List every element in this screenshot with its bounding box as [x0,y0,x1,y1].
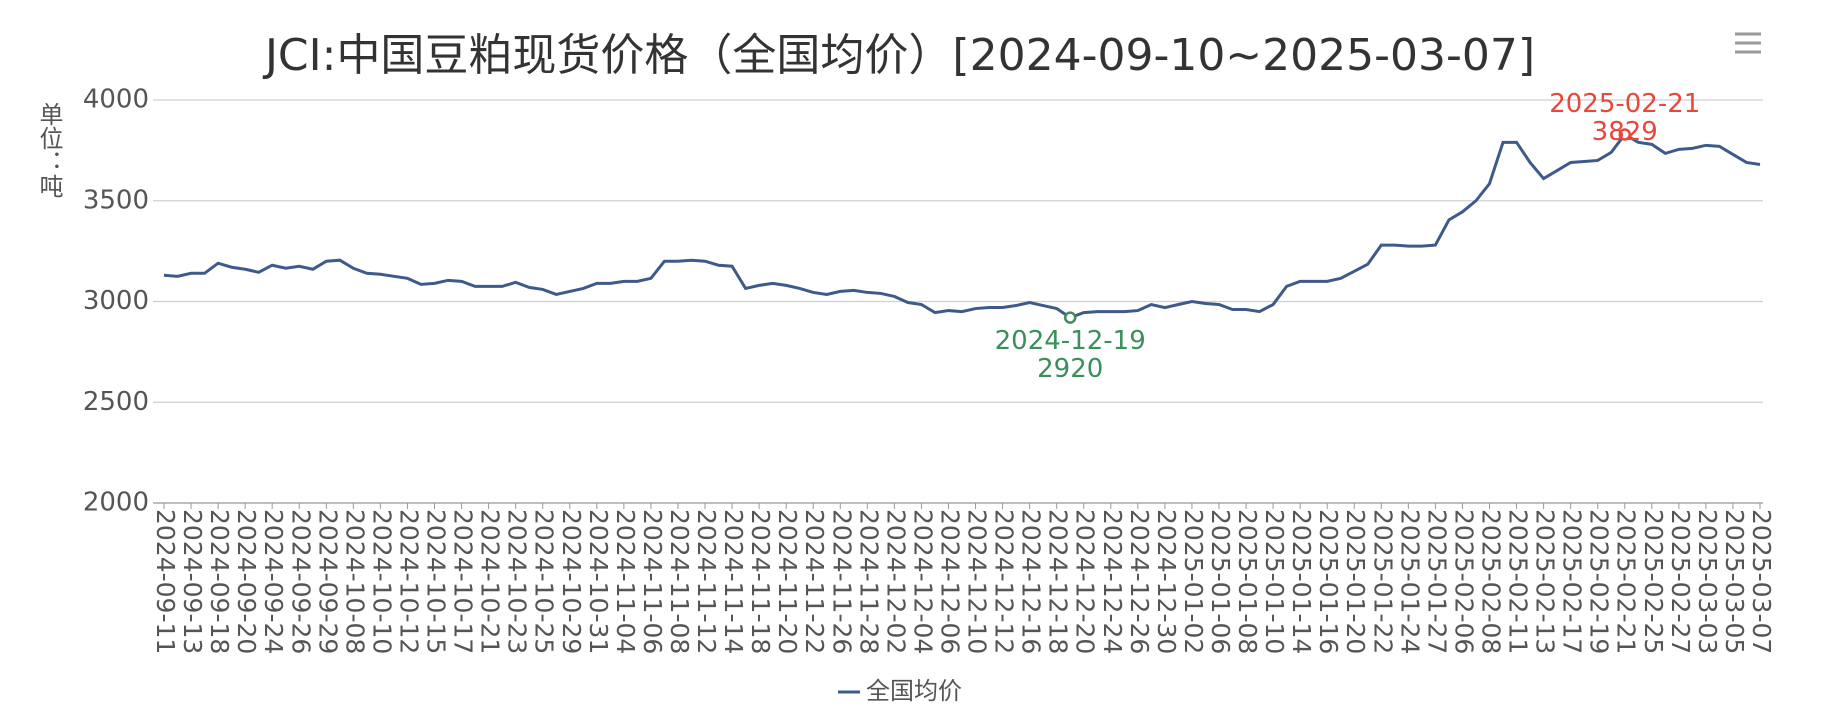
x-tick-label: 2024-10-08 [340,509,369,654]
x-tick-label: 2024-12-06 [935,509,964,654]
x-tick-label: 2025-01-02 [1179,509,1208,654]
x-tick-label: 2024-12-04 [908,509,937,654]
y-tick-label: 3000 [83,286,149,316]
x-tick-label: 2024-11-04 [611,509,640,654]
x-tick-label: 2024-11-14 [719,509,748,654]
x-tick-label: 2025-01-08 [1233,509,1262,654]
x-tick-label: 2024-10-10 [367,509,396,654]
x-tick-label: 2024-11-12 [692,509,721,654]
y-tick-label: 4000 [83,85,149,115]
x-tick-label: 2024-09-18 [205,509,234,654]
y-axis-label: 单位：吨 [35,102,63,198]
x-tick-label: 2024-11-08 [665,509,694,654]
x-tick-label: 2025-03-05 [1720,509,1749,654]
y-tick-label: 2000 [83,488,149,518]
x-tick-label: 2024-09-20 [232,509,261,654]
x-tick-label: 2024-11-06 [638,509,667,654]
x-tick-label: 2025-02-21 [1612,509,1641,654]
annotation-value: 3829 [1592,117,1658,147]
x-tick-label: 2024-10-17 [449,509,478,654]
x-tick-label: 2024-12-20 [1071,509,1100,654]
x-tick-label: 2025-01-06 [1206,509,1235,654]
x-tick-label: 2024-12-02 [881,509,910,654]
line-series [163,132,1761,320]
x-tick-label: 2024-10-31 [584,509,613,654]
x-tick-label: 2025-01-22 [1368,509,1397,654]
x-tick-label: 2024-12-16 [1017,509,1046,654]
menu-icon[interactable] [1735,32,1761,54]
x-tick-label: 2025-02-27 [1666,509,1695,654]
x-tick-label: 2024-11-26 [827,509,856,654]
x-tick-label: 2024-10-12 [394,509,423,654]
x-tick-label: 2025-01-10 [1260,509,1289,654]
x-tick-label: 2024-10-15 [422,509,451,654]
x-tick-label: 2024-11-22 [800,509,829,654]
chart-title: JCI:中国豆粕现货价格（全国均价）[2024-09-10~2025-03-07… [262,30,1535,81]
x-tick-label: 2024-12-30 [1152,509,1181,654]
annotation-marker [1618,128,1631,141]
x-tick-label: 2025-02-13 [1531,509,1560,654]
x-tick-label: 2025-01-24 [1395,509,1424,654]
annotation-date: 2025-02-21 [1549,89,1700,119]
x-tick-label: 2025-03-03 [1693,509,1722,654]
legend-label: 全国均价 [866,677,962,705]
x-tick-label: 2025-02-25 [1639,509,1668,654]
x-tick-label: 2025-02-17 [1558,509,1587,654]
annotation-marker [1063,311,1077,324]
annotation-date: 2024-12-19 [995,326,1146,356]
x-tick-label: 2024-09-29 [313,509,342,654]
x-tick-label: 2025-01-16 [1314,509,1343,654]
x-tick-label: 2025-02-11 [1504,509,1533,654]
x-tick-label: 2024-11-20 [773,509,802,654]
x-tick-label: 2024-12-18 [1044,509,1073,654]
annotation-value: 2920 [1037,354,1103,384]
x-tick-label: 2025-02-19 [1585,509,1614,654]
x-tick-label: 2024-12-12 [990,509,1019,654]
x-tick-label: 2025-01-20 [1341,509,1370,654]
x-tick-label: 2024-12-24 [1098,509,1127,654]
x-tick-label: 2024-10-23 [503,509,532,654]
x-tick-label: 2025-03-07 [1747,509,1776,654]
x-tick-label: 2024-09-11 [151,509,180,654]
x-tick-label: 2024-10-21 [476,509,505,654]
x-tick-label: 2024-12-10 [963,509,992,654]
x-tick-label: 2025-02-08 [1476,509,1505,654]
x-tick-label: 2024-12-26 [1125,509,1154,654]
x-tick-label: 2025-01-27 [1422,509,1451,654]
x-tick-label: 2025-02-06 [1449,509,1478,654]
x-tick-label: 2024-10-29 [557,509,586,654]
x-tick-label: 2024-10-25 [530,509,559,654]
x-tick-label: 2025-01-14 [1287,509,1316,654]
x-tick-label: 2024-11-18 [746,509,775,654]
y-tick-label: 2500 [83,387,149,417]
y-tick-label: 3500 [83,185,149,215]
x-tick-label: 2024-09-24 [259,509,288,654]
x-tick-label: 2024-09-13 [178,509,207,654]
x-tick-label: 2024-09-26 [286,509,315,654]
x-tick-label: 2024-11-28 [854,509,883,654]
